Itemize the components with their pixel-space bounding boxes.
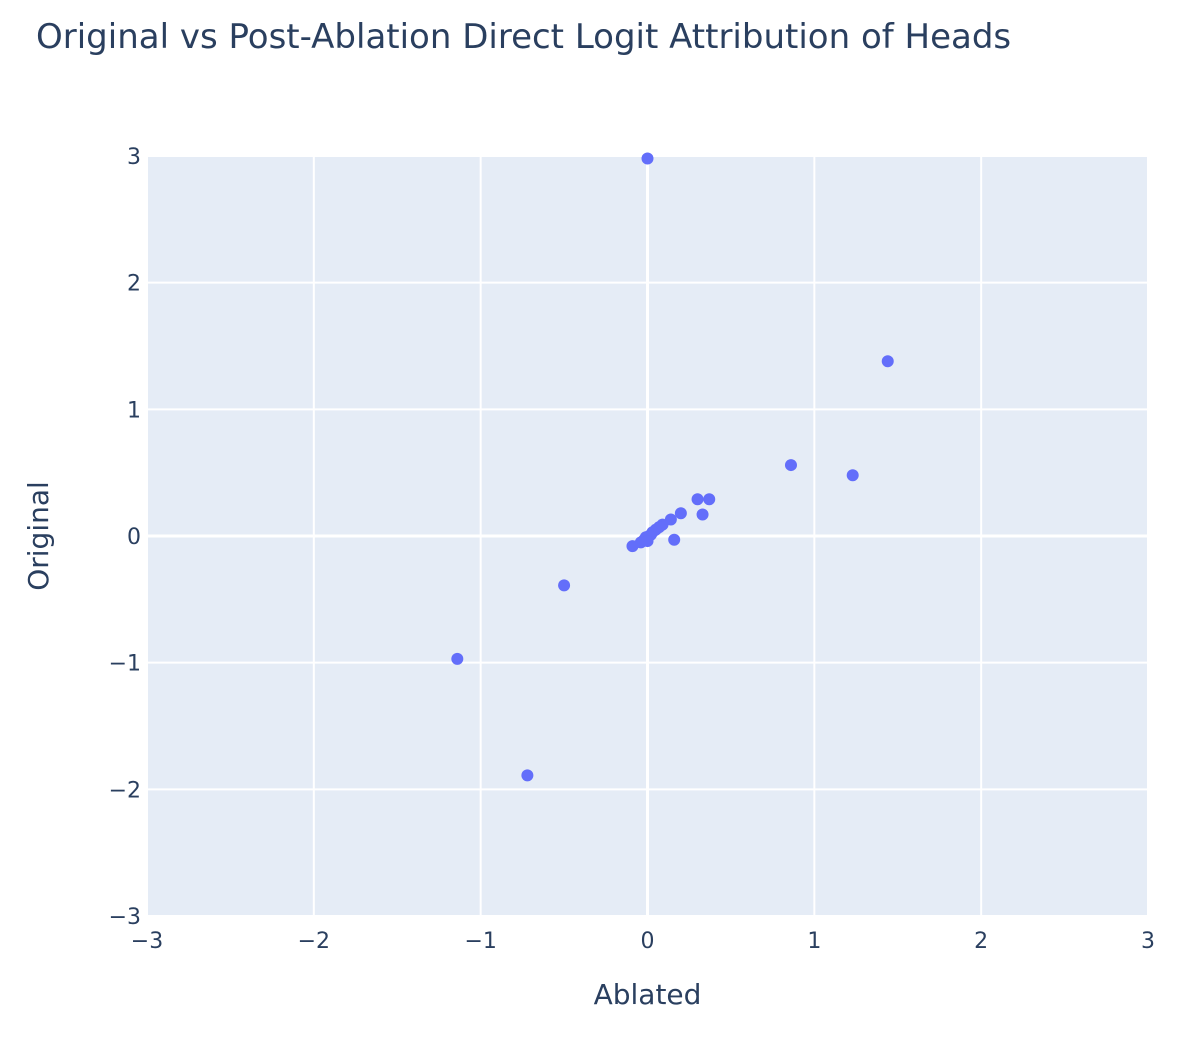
y-tick-label: 3: [127, 145, 141, 170]
x-tick-label: −1: [464, 929, 496, 954]
chart-title: Original vs Post-Ablation Direct Logit A…: [36, 17, 1011, 57]
scatter-point[interactable]: [784, 459, 797, 472]
y-tick-label: −1: [109, 652, 141, 677]
x-tick-label: 1: [807, 929, 821, 954]
y-axis-title: Original: [22, 481, 55, 591]
scatter-point[interactable]: [691, 493, 704, 506]
scatter-point[interactable]: [521, 769, 534, 782]
y-tick-label: −3: [109, 905, 141, 930]
tick-labels: −3 −2 −1 0 1 2 3 −3 −2 −1 0 1 2 3: [109, 145, 1155, 954]
y-tick-label: 1: [127, 398, 141, 423]
scatter-point[interactable]: [641, 152, 654, 165]
x-tick-label: 0: [641, 929, 655, 954]
scatter-point[interactable]: [558, 579, 571, 592]
scatter-point[interactable]: [881, 355, 894, 368]
x-tick-label: 2: [974, 929, 988, 954]
scatter-point[interactable]: [846, 469, 859, 482]
scatter-point[interactable]: [641, 535, 654, 548]
x-tick-label: −3: [131, 929, 163, 954]
data-points: [451, 152, 894, 782]
scatter-point[interactable]: [668, 533, 681, 546]
y-tick-label: −2: [109, 778, 141, 803]
y-tick-label: 2: [127, 272, 141, 297]
scatter-point[interactable]: [626, 540, 639, 553]
x-tick-label: −2: [298, 929, 330, 954]
scatter-point[interactable]: [451, 652, 464, 665]
scatter-point[interactable]: [674, 507, 687, 520]
scatter-point[interactable]: [703, 493, 716, 506]
y-tick-label: 0: [127, 525, 141, 550]
scatter-point[interactable]: [696, 508, 709, 521]
x-axis-title: Ablated: [594, 978, 702, 1011]
x-tick-label: 3: [1141, 929, 1155, 954]
